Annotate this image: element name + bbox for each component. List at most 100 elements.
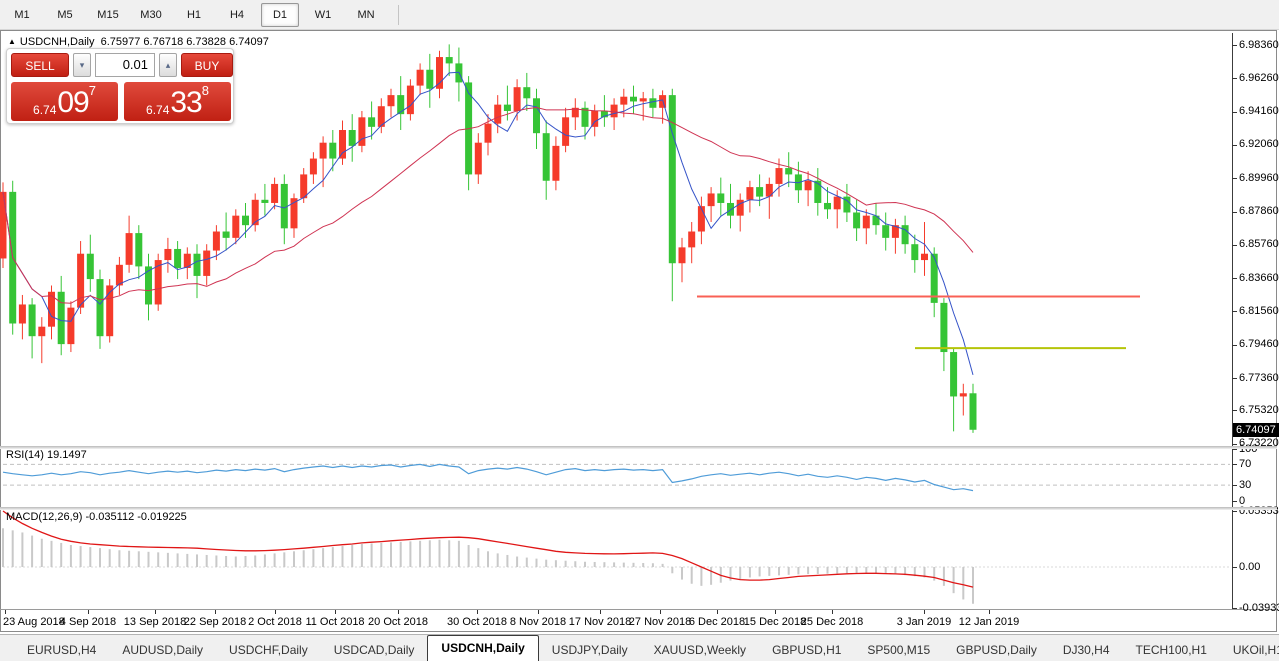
macd-histogram-bar xyxy=(933,567,936,581)
timeframe-m30[interactable]: M30 xyxy=(140,8,162,21)
time-axis-tick xyxy=(989,610,990,614)
candle-down xyxy=(581,107,589,127)
tab-sp500-m15[interactable]: SP500,M15 xyxy=(867,643,931,657)
candle-down xyxy=(533,98,540,134)
ma-slow-line xyxy=(2,106,974,304)
macd-histogram-bar xyxy=(50,540,53,567)
macd-histogram-bar xyxy=(448,540,451,567)
macd-histogram-bar xyxy=(176,553,179,567)
time-axis-tick xyxy=(717,610,718,614)
macd-histogram-bar xyxy=(690,567,693,584)
candle-up xyxy=(620,96,628,105)
macd-histogram-bar xyxy=(884,567,887,574)
buy-price-display[interactable]: 6.74 33 8 xyxy=(124,82,231,121)
candle-up xyxy=(484,123,492,143)
candle-down xyxy=(940,302,948,353)
macd-histogram-bar xyxy=(147,551,150,567)
candle-up xyxy=(106,285,114,337)
rsi-axis-label: 100 xyxy=(1239,443,1258,455)
toolbar-separator xyxy=(398,4,399,25)
lot-size-input[interactable]: 0.01 xyxy=(95,53,155,77)
macd-axis-tick xyxy=(1232,608,1237,609)
price-axis-label: 6.92060 xyxy=(1239,138,1279,150)
candle-down xyxy=(445,57,453,64)
macd-histogram-bar xyxy=(904,567,907,576)
candle-up xyxy=(688,231,696,248)
time-axis-tick xyxy=(155,610,156,614)
macd-pane[interactable] xyxy=(0,510,1232,609)
timeframe-h1[interactable]: H1 xyxy=(186,8,202,21)
macd-histogram-bar xyxy=(302,550,305,567)
candle-down xyxy=(756,187,764,197)
candle-up xyxy=(38,326,46,337)
rsi-pane[interactable] xyxy=(0,449,1232,506)
tab-eurusd-h4[interactable]: EURUSD,H4 xyxy=(27,643,97,657)
price-chart-pane[interactable] xyxy=(0,33,1232,446)
tab-audusd-daily[interactable]: AUDUSD,Daily xyxy=(122,643,204,657)
buy-button[interactable]: BUY xyxy=(181,53,233,77)
time-axis-tick xyxy=(477,610,478,614)
price-axis-label: 6.79460 xyxy=(1239,338,1279,350)
price-axis-tick xyxy=(1232,78,1237,79)
time-axis-label: 13 Sep 2018 xyxy=(123,616,187,628)
candle-up xyxy=(921,253,928,261)
tab-gbpusd-daily[interactable]: GBPUSD,Daily xyxy=(956,643,1037,657)
timeframe-m1[interactable]: M1 xyxy=(14,8,30,21)
macd-histogram-bar xyxy=(487,551,489,567)
candle-down xyxy=(222,231,230,238)
tab-tech100-h1[interactable]: TECH100,H1 xyxy=(1135,643,1207,657)
timeframe-w1[interactable]: W1 xyxy=(314,8,332,21)
macd-histogram-bar xyxy=(729,567,732,581)
chevron-down-icon: ▾ xyxy=(79,60,85,70)
chart-ohlc-values: 6.75977 6.76718 6.73828 6.74097 xyxy=(100,36,269,48)
macd-histogram-bar xyxy=(273,553,276,567)
time-axis-label: 17 Nov 2018 xyxy=(568,616,632,628)
tab-usdcnh-daily[interactable]: USDCNH,Daily xyxy=(427,635,539,661)
macd-histogram-bar xyxy=(797,567,800,575)
candle-down xyxy=(901,225,909,245)
timeframe-d1[interactable]: D1 xyxy=(261,2,299,27)
time-axis-label: 27 Nov 2018 xyxy=(628,616,692,628)
candle-up xyxy=(377,106,385,127)
tab-xauusd-weekly[interactable]: XAUUSD,Weekly xyxy=(653,643,747,657)
macd-pane-splitter[interactable] xyxy=(0,507,1277,510)
candle-down xyxy=(649,98,657,108)
time-axis-label: 12 Jan 2019 xyxy=(958,616,1020,628)
macd-histogram-bar xyxy=(807,567,810,575)
sell-price-display[interactable]: 6.74 09 7 xyxy=(11,82,118,121)
macd-histogram-bar xyxy=(60,542,63,567)
candle-down xyxy=(329,142,337,159)
rsi-axis-tick xyxy=(1232,464,1237,465)
macd-axis-tick xyxy=(1232,511,1237,512)
tab-usdjpy-daily[interactable]: USDJPY,Daily xyxy=(551,643,628,657)
lot-decrease-button[interactable]: ▾ xyxy=(73,53,91,77)
macd-histogram-bar xyxy=(778,567,780,576)
macd-histogram-bar xyxy=(2,528,4,567)
tab-gbpusd-h1[interactable]: GBPUSD,H1 xyxy=(772,643,842,657)
time-axis-label: 6 Dec 2018 xyxy=(688,616,746,628)
timeframe-m15[interactable]: M15 xyxy=(97,8,119,21)
macd-histogram-bar xyxy=(108,549,111,567)
candle-down xyxy=(503,104,511,111)
macd-histogram-bar xyxy=(584,561,586,567)
tab-dj30-h4[interactable]: DJ30,H4 xyxy=(1062,643,1110,657)
time-axis[interactable]: 23 Aug 2018 4 Sep 2018 13 Sep 2018 22 Sep 2… xyxy=(0,610,1232,632)
timeframe-m5[interactable]: M5 xyxy=(57,8,73,21)
candle-down xyxy=(853,212,861,229)
lot-increase-button[interactable]: ▴ xyxy=(159,53,177,77)
candle-up xyxy=(77,253,85,308)
candle-up xyxy=(959,393,967,397)
macd-histogram-bar xyxy=(506,554,509,567)
rsi-pane-splitter[interactable] xyxy=(0,446,1277,449)
timeframe-h4[interactable]: H4 xyxy=(229,8,245,21)
tab-usdcad-daily[interactable]: USDCAD,Daily xyxy=(333,643,415,657)
tab-ukoil-h1[interactable]: UKOil,H1 xyxy=(1232,643,1279,657)
price-axis-tick xyxy=(1232,112,1237,113)
macd-indicator-label: MACD(12,26,9) -0.035112 -0.019225 xyxy=(6,511,187,523)
timeframe-mn[interactable]: MN xyxy=(357,8,375,21)
tab-usdchf-daily[interactable]: USDCHF,Daily xyxy=(229,643,308,657)
macd-histogram-bar xyxy=(952,567,955,594)
sell-button[interactable]: SELL xyxy=(11,53,69,77)
candle-up xyxy=(610,104,618,118)
macd-histogram-bar xyxy=(137,551,140,567)
